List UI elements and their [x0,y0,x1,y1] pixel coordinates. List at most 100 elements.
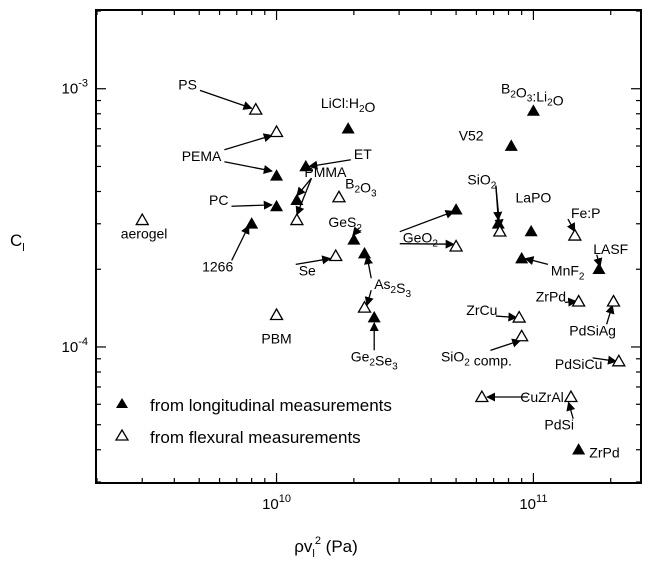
y-tick-label: 10-3 [62,78,88,98]
annotation-arrow [231,200,273,210]
y-tick-label: 10-4 [62,336,88,356]
point-flexural [331,189,347,203]
annotation-pc: PC [209,192,228,208]
point-longitudinal [270,199,284,212]
annotation-licl-h2o: LiCl:H2O [321,95,376,115]
legend-label-longitudinal: from longitudinal measurements [150,396,392,415]
annotation-b2o3-li2o: B2O3:Li2O [501,81,564,109]
point-annotations: PS LiCl:H2O B2O3:Li2O V52 ET PEMA PMMA PC B2O3 Si… [121,76,629,460]
point-flexural [474,389,489,403]
annotation-arrow [295,255,332,266]
annotation-1266: 1266 [202,258,233,274]
point-flexural [611,353,626,367]
annotation-pdsi: PdSi [544,417,574,433]
annotation-arrow [524,256,549,265]
annotation-b2o3: B2O3 [345,175,377,199]
point-flexural [571,294,586,307]
annotation-zrpd-flex: ZrPd [536,288,566,304]
point-longitudinal [572,443,586,455]
annotation-lapo: LaPO [516,189,552,205]
annotation-as2s3: As2S3 [374,276,411,300]
legend-open-triangle [114,428,130,441]
point-longitudinal [515,251,529,264]
legend-filled-triangle [116,398,128,408]
point-flexural [269,124,284,138]
point-flexural [514,328,529,342]
annotation-pmma: PMMA [304,164,347,180]
annotation-se: Se [299,262,316,278]
annotation-et: ET [354,146,372,162]
point-longitudinal [504,139,518,151]
point-longitudinal [341,122,355,134]
annotation-arrow [566,218,576,233]
annotation-arrow [364,255,373,279]
point-flexural [492,224,507,237]
annotation-arrow [308,159,351,170]
y-axis-title: Cl [10,231,25,254]
annotation-arrow [199,89,253,110]
point-longitudinal [524,224,538,237]
annotation-arrow [399,239,455,249]
point-longitudinal [449,203,463,215]
data-points [135,102,626,455]
plot-frame [95,9,642,484]
annotation-geo2: GeO2 [403,230,439,250]
point-flexural [269,307,284,321]
annotation-arrow [592,355,618,365]
point-flexural [448,239,464,252]
x-tick-label: 1011 [519,493,547,513]
svg-text:Cl: Cl [10,231,25,254]
legend: from longitudinal measurements from flex… [114,396,392,447]
point-flexural [567,228,582,241]
annotation-arrow [495,312,518,322]
annotation-pdsicu: PdSiCu [555,356,602,372]
point-flexural [357,300,372,313]
point-flexural [563,389,579,403]
tick-labels: 1010 1011 10-4 10-3 [62,78,548,513]
annotation-arrow [231,224,250,261]
x-tick-label: 1010 [262,493,291,513]
annotation-v52: V52 [459,127,484,143]
axis-ticks [96,10,641,483]
annotation-ges2: GeS2 [328,214,362,234]
annotation-arrow [490,338,522,351]
annotation-zrpd-long: ZrPd [589,445,619,461]
annotation-pbm: PBM [261,330,291,346]
point-longitudinal [526,104,540,116]
point-flexural [512,310,527,323]
annotation-arrow [295,177,313,216]
annotation-ps: PS [178,76,197,92]
annotation-arrow [605,304,615,325]
point-longitudinal [347,233,361,245]
annotation-pdsiag: PdSiAg [569,322,616,338]
annotation-fe-p: Fe:P [571,205,601,221]
point-flexural [248,102,263,115]
point-longitudinal [592,262,606,275]
x-axis-title: ρvl2 (Pa) [294,535,358,560]
annotation-lasf: LASF [593,241,628,257]
annotation-ge2se3: Ge2Se3 [351,348,398,372]
svg-text:ρvl2 (Pa): ρvl2 (Pa) [294,535,358,560]
legend-label-flexural: from flexural measurements [150,428,361,447]
point-flexural [606,294,621,307]
point-flexural [135,212,150,226]
annotation-sio2comp: SiO2 comp. [441,348,512,368]
annotation-arrow [566,401,576,419]
annotation-arrow [224,161,273,174]
annotation-arrow [364,290,374,307]
point-longitudinal [491,217,505,229]
point-flexural [328,248,343,262]
point-longitudinal [245,217,259,229]
annotation-aerogel: aerogel [121,226,168,242]
point-longitudinal [299,159,313,172]
point-longitudinal [357,246,372,259]
annotation-cuzral: CuZrAl [520,389,564,405]
annotation-pema: PEMA [182,148,222,164]
point-longitudinal [290,193,304,206]
annotation-mnf2: MnF2 [551,262,585,282]
annotation-arrow [224,133,273,151]
annotation-arrows [199,89,618,419]
annotation-arrow [399,210,455,233]
annotation-zrcu: ZrCu [466,302,497,318]
